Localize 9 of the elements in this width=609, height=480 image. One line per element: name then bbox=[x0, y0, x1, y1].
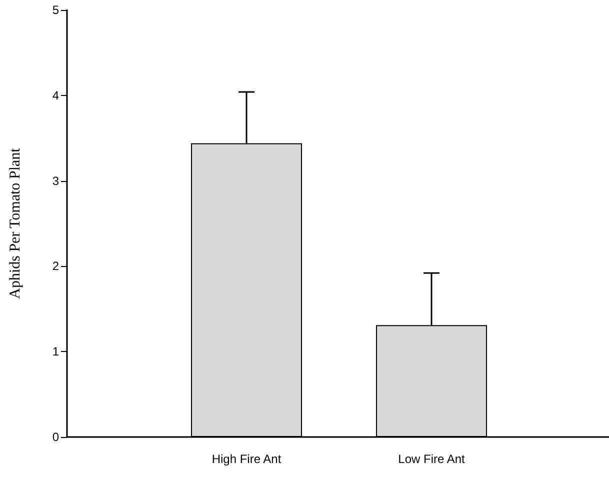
y-tick-label: 0 bbox=[52, 430, 60, 444]
y-tick-label: 3 bbox=[52, 174, 60, 188]
y-tick-label: 4 bbox=[52, 88, 60, 102]
y-axis-title: Aphids Per Tomato Plant bbox=[8, 147, 24, 299]
y-tick-label: 5 bbox=[52, 3, 60, 17]
x-tick-label: High Fire Ant bbox=[212, 452, 282, 466]
y-tick-label: 1 bbox=[52, 344, 60, 359]
y-tick-label: 2 bbox=[52, 259, 60, 274]
x-tick-label: Low Fire Ant bbox=[398, 452, 466, 466]
